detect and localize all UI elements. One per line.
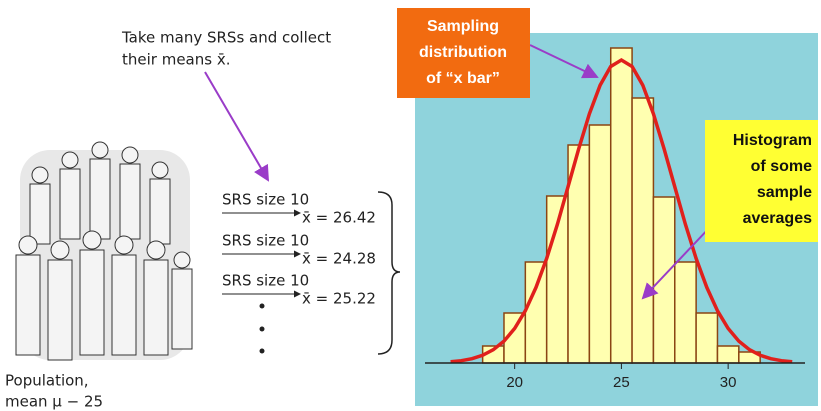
bar	[652, 196, 676, 364]
samples: SRS size 10 x̄ = 26.42 SRS size 10 x̄ = …	[222, 191, 401, 355]
arrow	[529, 44, 599, 79]
plot: 20 25 30	[425, 47, 805, 391]
sample-mean: x̄ = 24.28	[302, 250, 376, 268]
sample-mean: x̄ = 25.22	[302, 290, 376, 308]
bar	[695, 312, 719, 364]
instruction-line: their means x̄.	[122, 51, 231, 69]
x-tick-label: 30	[720, 374, 737, 391]
callout-line: Histogram	[733, 132, 812, 149]
callout-line: of “x bar”	[426, 70, 500, 87]
dot	[259, 326, 265, 332]
brace	[377, 191, 401, 355]
bar	[716, 345, 740, 364]
sample-label: SRS size 10	[222, 232, 309, 250]
bar	[588, 124, 612, 364]
instruction-line: Take many SRSs and collect	[121, 29, 331, 47]
callout-line: distribution	[419, 44, 507, 61]
bar	[631, 97, 655, 364]
population-line: mean μ − 25	[5, 393, 103, 411]
crowd	[15, 141, 193, 361]
callout-line: sample	[757, 184, 812, 201]
callout-line: of some	[751, 158, 812, 175]
x-tick-label: 20	[506, 374, 523, 391]
bar	[609, 47, 633, 364]
callout-box	[397, 8, 530, 98]
callout-box	[705, 120, 818, 242]
dot	[259, 303, 265, 309]
sample-label: SRS size 10	[222, 272, 309, 290]
arrow	[204, 71, 270, 182]
x-tick-label: 25	[613, 374, 630, 391]
population-line: Population,	[5, 372, 89, 390]
arrow	[641, 224, 713, 300]
density-curve	[450, 57, 793, 364]
sample-label: SRS size 10	[222, 191, 309, 209]
bar	[674, 261, 697, 364]
sample-mean: x̄ = 26.42	[302, 209, 376, 227]
callout-line: averages	[743, 210, 812, 227]
dot	[259, 348, 265, 354]
bar	[524, 261, 548, 364]
callout-line: Sampling	[427, 18, 499, 35]
